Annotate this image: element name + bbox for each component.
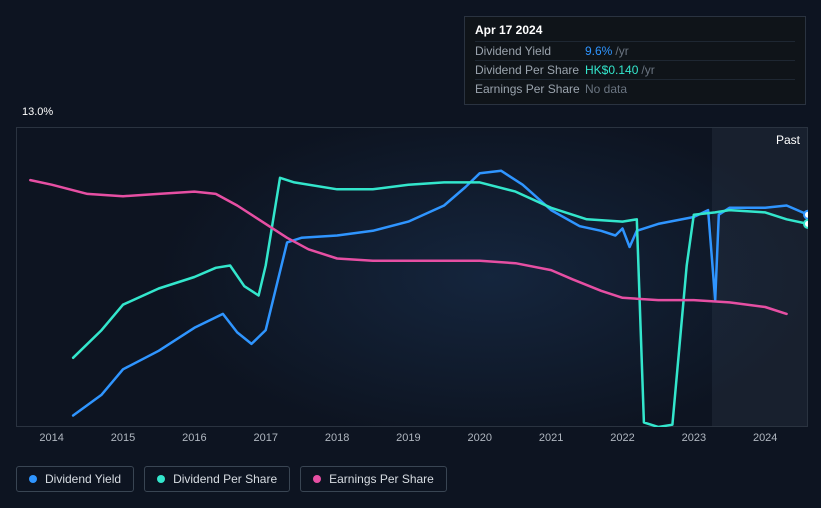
legend-item-dividend-per-share[interactable]: Dividend Per Share <box>144 466 290 492</box>
tooltip-row: Dividend Per ShareHK$0.140/yr <box>475 60 795 79</box>
xtick: 2022 <box>610 432 634 444</box>
legend-label: Dividend Per Share <box>173 472 277 486</box>
chart-tooltip: Apr 17 2024 Dividend Yield9.6%/yrDividen… <box>464 16 806 105</box>
tooltip-row-label: Earnings Per Share <box>475 82 585 96</box>
xtick: 2016 <box>182 432 206 444</box>
legend-dot <box>29 475 37 483</box>
xtick: 2023 <box>682 432 706 444</box>
tooltip-date: Apr 17 2024 <box>475 23 795 37</box>
end-marker-dividend_per_share <box>804 220 808 228</box>
legend-item-earnings-per-share[interactable]: Earnings Per Share <box>300 466 447 492</box>
legend-item-dividend-yield[interactable]: Dividend Yield <box>16 466 134 492</box>
legend-label: Dividend Yield <box>45 472 121 486</box>
series-dividend_per_share <box>73 178 808 427</box>
xtick: 2021 <box>539 432 563 444</box>
legend-dot <box>313 475 321 483</box>
xtick: 2014 <box>39 432 63 444</box>
tooltip-row: Earnings Per ShareNo data <box>475 79 795 98</box>
tooltip-row-label: Dividend Per Share <box>475 63 585 77</box>
yaxis-top-label: 13.0% <box>22 106 53 118</box>
series-dividend_yield <box>73 171 808 416</box>
legend-label: Earnings Per Share <box>329 472 434 486</box>
tooltip-row: Dividend Yield9.6%/yr <box>475 41 795 60</box>
xtick: 2024 <box>753 432 777 444</box>
xtick: 2020 <box>468 432 492 444</box>
legend-dot <box>157 475 165 483</box>
xtick: 2019 <box>396 432 420 444</box>
end-marker-dividend_yield <box>804 211 808 219</box>
tooltip-row-value: HK$0.140/yr <box>585 63 655 77</box>
series-earnings_per_share <box>30 180 786 314</box>
xtick: 2015 <box>111 432 135 444</box>
x-axis: 2014 2015 2016 2017 2018 2019 2020 2021 2022 2023… <box>16 432 808 450</box>
tooltip-row-value: No data <box>585 82 627 96</box>
chart-area[interactable]: Past <box>16 127 808 427</box>
chart-svg <box>16 127 808 427</box>
xtick: 2017 <box>253 432 277 444</box>
tooltip-row-label: Dividend Yield <box>475 44 585 58</box>
xtick: 2018 <box>325 432 349 444</box>
legend: Dividend Yield Dividend Per Share Earnings… <box>16 466 447 492</box>
tooltip-row-value: 9.6%/yr <box>585 44 629 58</box>
